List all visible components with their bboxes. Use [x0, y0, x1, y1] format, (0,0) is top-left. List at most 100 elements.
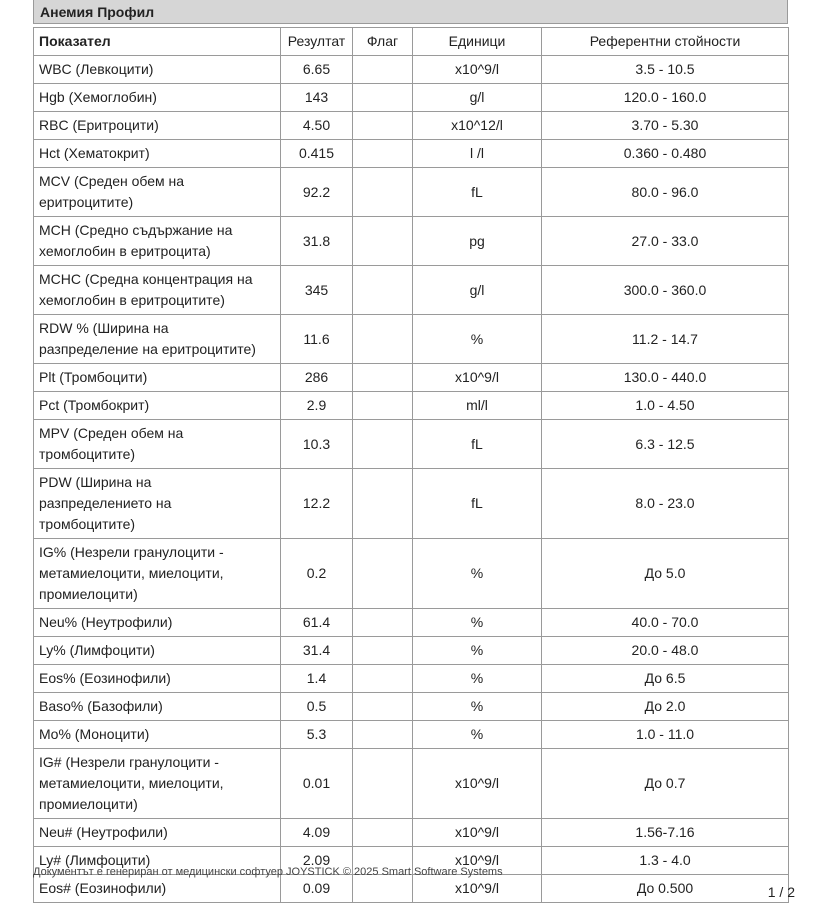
reference-range: До 6.5 — [541, 664, 789, 693]
unit-value: x10^9/l — [412, 846, 542, 875]
reference-range: 1.0 - 4.50 — [541, 391, 789, 420]
parameter-name: Eos% (Еозинофили) — [33, 664, 281, 693]
table-row: IG# (Незрели гранулоцити - метамиелоцити… — [33, 748, 789, 819]
reference-range: 27.0 - 33.0 — [541, 216, 789, 266]
result-value: 6.65 — [280, 55, 353, 84]
parameter-name: MPV (Среден обем на тромбоцитите) — [33, 419, 281, 469]
unit-value: % — [412, 636, 542, 665]
parameter-name: RBC (Еритроцити) — [33, 111, 281, 140]
parameter-name: Neu# (Неутрофили) — [33, 818, 281, 847]
parameter-name: IG% (Незрели гранулоцити - метамиелоцити… — [33, 538, 281, 609]
flag-value — [352, 636, 413, 665]
reference-range: До 0.500 — [541, 874, 789, 903]
reference-range: 1.3 - 4.0 — [541, 846, 789, 875]
reference-range: 3.5 - 10.5 — [541, 55, 789, 84]
result-value: 5.3 — [280, 720, 353, 749]
result-value: 2.09 — [280, 846, 353, 875]
parameter-name: MCH (Средно съдържание на хемоглобин в е… — [33, 216, 281, 266]
reference-range: 8.0 - 23.0 — [541, 468, 789, 539]
unit-value: % — [412, 608, 542, 637]
parameter-name: WBC (Левкоцити) — [33, 55, 281, 84]
reference-range: До 2.0 — [541, 692, 789, 721]
unit-value: fL — [412, 419, 542, 469]
result-value: 0.2 — [280, 538, 353, 609]
table-row: Ly% (Лимфоцити) 31.4% 20.0 - 48.0 — [33, 636, 789, 665]
flag-value — [352, 265, 413, 315]
reference-range: 130.0 - 440.0 — [541, 363, 789, 392]
result-value: 10.3 — [280, 419, 353, 469]
section-title: Анемия Профил — [33, 0, 788, 24]
column-header-parameter: Показател — [33, 27, 281, 56]
flag-value — [352, 216, 413, 266]
reference-range: До 0.7 — [541, 748, 789, 819]
flag-value — [352, 748, 413, 819]
column-header-flag: Флаг — [352, 27, 413, 56]
flag-value — [352, 111, 413, 140]
column-header-units: Единици — [412, 27, 542, 56]
result-value: 4.50 — [280, 111, 353, 140]
table-row: Eos# (Еозинофили) 0.09 x10^9/l До 0.500 — [33, 874, 789, 903]
table-row: Ly# (Лимфоцити) 2.09 x10^9/l 1.3 - 4.0 — [33, 846, 789, 875]
unit-value: % — [412, 692, 542, 721]
unit-value: % — [412, 720, 542, 749]
reference-range: До 5.0 — [541, 538, 789, 609]
unit-value: pg — [412, 216, 542, 266]
result-value: 0.09 — [280, 874, 353, 903]
flag-value — [352, 538, 413, 609]
reference-range: 1.0 - 11.0 — [541, 720, 789, 749]
reference-range: 20.0 - 48.0 — [541, 636, 789, 665]
reference-range: 3.70 - 5.30 — [541, 111, 789, 140]
table-row: MCV (Среден обем на еритроцитите) 92.2 fL 8… — [33, 167, 789, 217]
table-row: Mo% (Моноцити) 5.3% 1.0 - 11.0 — [33, 720, 789, 749]
parameter-name: IG# (Незрели гранулоцити - метамиелоцити… — [33, 748, 281, 819]
result-value: 2.9 — [280, 391, 353, 420]
unit-value: l /l — [412, 139, 542, 168]
unit-value: % — [412, 314, 542, 364]
reference-range: 1.56-7.16 — [541, 818, 789, 847]
parameter-name: Ly# (Лимфоцити) — [33, 846, 281, 875]
result-value: 12.2 — [280, 468, 353, 539]
result-value: 4.09 — [280, 818, 353, 847]
result-value: 143 — [280, 83, 353, 112]
parameter-name: MCV (Среден обем на еритроцитите) — [33, 167, 281, 217]
table-row: Hct (Хематокрит) 0.415 l /l 0.360 - 0.480 — [33, 139, 789, 168]
reference-range: 120.0 - 160.0 — [541, 83, 789, 112]
flag-value — [352, 692, 413, 721]
result-value: 92.2 — [280, 167, 353, 217]
anemia-profile-section: Анемия Профил Показател Резултат Флаг Ед… — [33, 0, 789, 903]
result-value: 0.01 — [280, 748, 353, 819]
table-row: Hgb (Хемоглобин) 143 g/l 120.0 - 160.0 — [33, 83, 789, 112]
flag-value — [352, 846, 413, 875]
result-value: 61.4 — [280, 608, 353, 637]
result-value: 31.4 — [280, 636, 353, 665]
unit-value: x10^12/l — [412, 111, 542, 140]
parameter-name: Hct (Хематокрит) — [33, 139, 281, 168]
flag-value — [352, 314, 413, 364]
flag-value — [352, 419, 413, 469]
table-row: MPV (Среден обем на тромбоцитите) 10.3 fL 6… — [33, 419, 789, 469]
reference-range: 80.0 - 96.0 — [541, 167, 789, 217]
flag-value — [352, 664, 413, 693]
unit-value: % — [412, 538, 542, 609]
parameter-name: RDW % (Ширина на разпределение на еритро… — [33, 314, 281, 364]
parameter-name: Eos# (Еозинофили) — [33, 874, 281, 903]
table-row: IG% (Незрели гранулоцити - метамиелоцити… — [33, 538, 789, 609]
flag-value — [352, 363, 413, 392]
table-row: Neu% (Неутрофили) 61.4% 40.0 - 70.0 — [33, 608, 789, 637]
table-header-row: Показател Резултат Флаг Единици Референт… — [33, 27, 789, 56]
table-row: WBC (Левкоцити) 6.65 x10^9/l 3.5 - 10.5 — [33, 55, 789, 84]
page-number: 1 / 2 — [767, 884, 795, 900]
result-value: 0.415 — [280, 139, 353, 168]
unit-value: g/l — [412, 265, 542, 315]
table-row: RDW % (Ширина на разпределение на еритро… — [33, 314, 789, 364]
result-value: 31.8 — [280, 216, 353, 266]
unit-value: ml/l — [412, 391, 542, 420]
parameter-name: Baso% (Базофили) — [33, 692, 281, 721]
parameter-name: Pct (Тромбокрит) — [33, 391, 281, 420]
parameter-name: PDW (Ширина на разпределението на тромбо… — [33, 468, 281, 539]
flag-value — [352, 818, 413, 847]
flag-value — [352, 874, 413, 903]
table-row: RBC (Еритроцити) 4.50 x10^12/l 3.70 - 5.30 — [33, 111, 789, 140]
footer-note: Документът е генериран от медицински соф… — [33, 866, 503, 878]
result-value: 1.4 — [280, 664, 353, 693]
